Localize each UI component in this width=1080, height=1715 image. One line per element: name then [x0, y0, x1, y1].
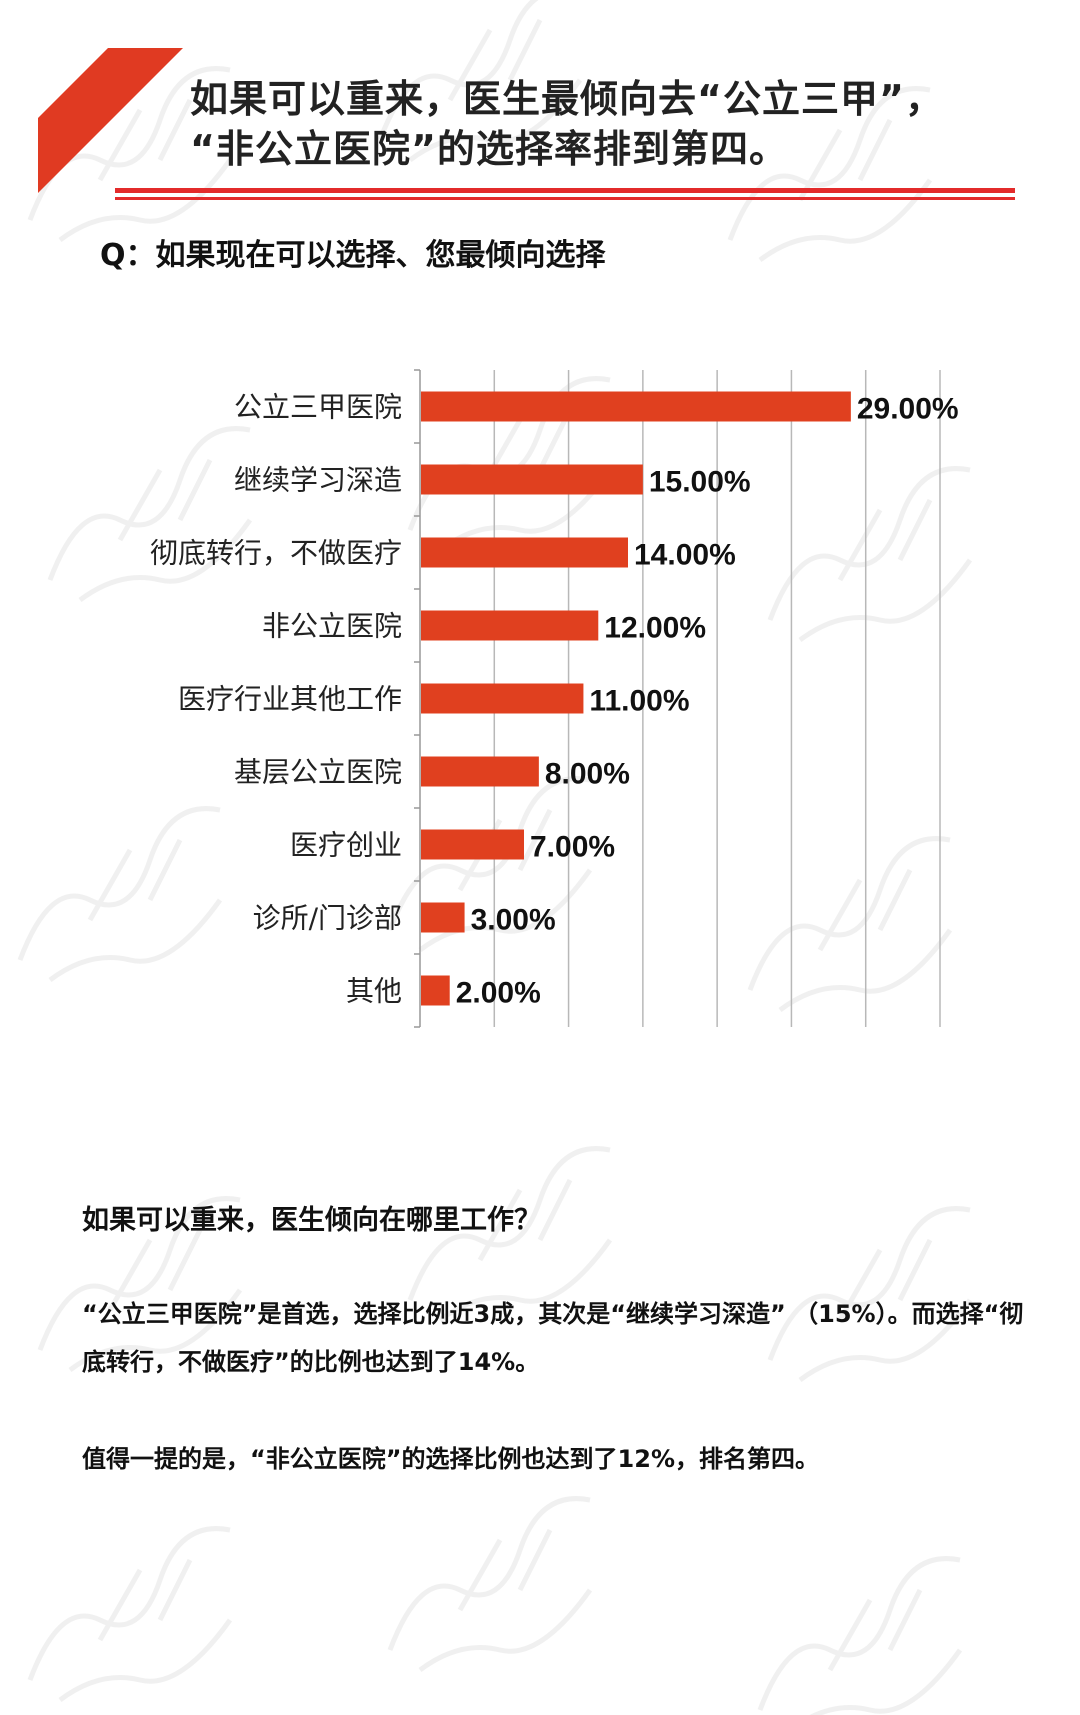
value-label: 29.00% — [857, 393, 959, 426]
watermark-mark — [387, 1496, 593, 1673]
bar — [421, 464, 643, 495]
title-divider — [115, 188, 1015, 202]
bar-chart-svg: 公立三甲医院 29.00% 继续学习深造 15.00% 彻底转行，不做医疗 14.00% 非… — [150, 369, 959, 1028]
category-label: 公立三甲医院 — [234, 391, 402, 424]
category-label: 医疗行业其他工作 — [178, 683, 402, 716]
value-label: 7.00% — [530, 831, 615, 864]
value-label: 15.00% — [649, 466, 751, 499]
category-label: 非公立医院 — [262, 610, 402, 643]
value-label: 14.00% — [634, 539, 736, 572]
summary-heading: 如果可以重来，医生倾向在哪里工作？ — [82, 1205, 541, 1236]
bar — [421, 610, 599, 641]
category-label: 继续学习深造 — [234, 464, 402, 497]
summary-paragraph-2: 值得一提的是，“非公立医院”的选择比例也达到了12%，排名第四。 — [82, 1445, 819, 1473]
category-label: 其他 — [346, 975, 402, 1008]
bar — [421, 537, 628, 568]
category-label: 诊所/门诊部 — [253, 902, 402, 935]
bar — [421, 829, 524, 860]
bar — [421, 391, 851, 422]
page-title: 如果可以重来，医生最倾向去“公立三甲”， “非公立医院”的选择率排到第四。 — [190, 74, 1020, 174]
category-label: 基层公立医院 — [234, 756, 402, 789]
category-label: 彻底转行，不做医疗 — [150, 537, 402, 570]
value-label: 2.00% — [456, 977, 541, 1010]
page-title-line-2: “非公立医院”的选择率排到第四。 — [190, 127, 788, 171]
bar — [421, 902, 465, 933]
value-label: 8.00% — [545, 758, 630, 791]
summary-paragraph-1: “公立三甲医院”是首选，选择比例近3成，其次是“继续学习深造” （15%）。而选… — [82, 1300, 1024, 1376]
category-label: 医疗创业 — [290, 829, 402, 862]
bar — [421, 756, 539, 787]
corner-accent-triangle — [38, 48, 183, 193]
bar — [421, 975, 450, 1006]
value-label: 12.00% — [604, 612, 706, 645]
value-label: 11.00% — [589, 685, 689, 718]
bar — [421, 683, 584, 714]
bar-chart: 公立三甲医院 29.00% 继续学习深造 15.00% 彻底转行，不做医疗 14.00% 非… — [0, 340, 1080, 1040]
value-label: 3.00% — [471, 904, 556, 937]
watermark-mark — [757, 1556, 963, 1715]
page-title-line-1: 如果可以重来，医生最倾向去“公立三甲”， — [190, 77, 944, 121]
survey-question: Q：如果现在可以选择、您最倾向选择 — [100, 238, 606, 273]
watermark-mark — [27, 1526, 233, 1703]
